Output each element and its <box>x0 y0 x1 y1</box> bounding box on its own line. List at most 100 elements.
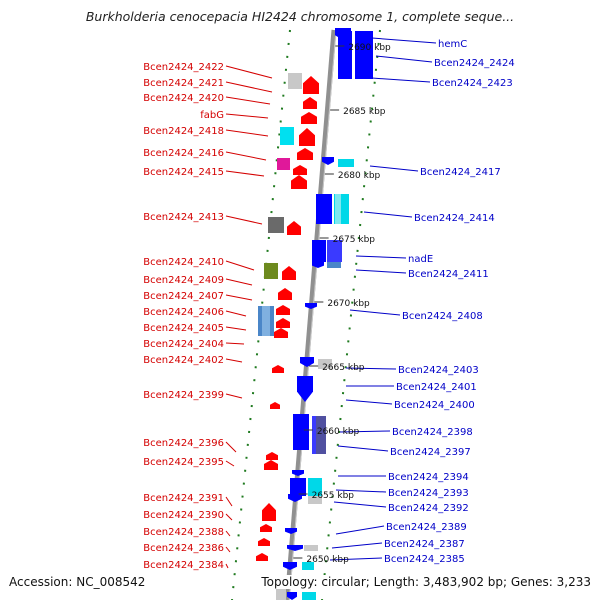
gene-block <box>312 240 326 262</box>
left-gene-label[interactable]: Bcen2424_2391 <box>143 493 224 504</box>
left-gene-label[interactable]: Bcen2424_2407 <box>143 291 224 302</box>
left-gene-label[interactable]: Bcen2424_2409 <box>143 275 224 286</box>
left-gene-label[interactable]: Bcen2424_2420 <box>143 93 224 104</box>
right-gene-label[interactable]: Bcen2424_2424 <box>434 58 515 69</box>
right-gene-label[interactable]: Bcen2424_2417 <box>420 167 501 178</box>
left-gene-label[interactable]: Bcen2424_2404 <box>143 339 224 350</box>
gene-arrow-forward <box>278 288 292 300</box>
left-label-connector <box>225 513 233 521</box>
right-label-connector <box>363 211 413 218</box>
gene-block <box>264 263 278 279</box>
left-label-connector <box>225 326 247 331</box>
left-gene-label[interactable]: Bcen2424_2415 <box>143 167 224 178</box>
right-label-connector <box>355 269 407 274</box>
right-label-connector <box>329 557 383 561</box>
gene-block <box>288 73 302 89</box>
left-label-connector <box>225 460 235 467</box>
left-gene-label[interactable]: Bcen2424_2406 <box>143 307 224 318</box>
right-gene-label[interactable]: nadE <box>408 254 433 265</box>
left-label-connector <box>225 358 243 363</box>
gene-arrow-forward <box>303 97 317 109</box>
gene-arrow-forward <box>266 452 278 460</box>
right-gene-label[interactable]: Bcen2424_2393 <box>388 488 469 499</box>
left-gene-label[interactable]: Bcen2424_2390 <box>143 510 224 521</box>
left-gene-label[interactable]: Bcen2424_2413 <box>143 212 224 223</box>
gene-block <box>338 159 354 167</box>
left-gene-label[interactable]: Bcen2424_2399 <box>143 390 224 401</box>
left-label-connector <box>225 215 263 225</box>
left-label-connector <box>225 81 273 93</box>
gene-arrow-forward <box>274 328 288 338</box>
left-label-connector <box>225 170 265 177</box>
left-label-connector <box>225 342 245 345</box>
right-dotted-guide <box>321 29 381 600</box>
right-gene-label[interactable]: hemC <box>438 39 467 50</box>
backbone-highlight <box>288 29 337 600</box>
right-gene-label[interactable]: Bcen2424_2397 <box>390 447 471 458</box>
gene-block <box>355 31 373 79</box>
gene-arrow-forward <box>272 365 284 373</box>
gene-arrow-reverse <box>287 545 303 551</box>
left-gene-label[interactable]: Bcen2424_2418 <box>143 126 224 137</box>
gene-labels[interactable]: Bcen2424_2422 Bcen2424_2421 Bcen2424_2420f… <box>143 39 515 571</box>
left-gene-label[interactable]: Bcen2424_2421 <box>143 78 224 89</box>
gene-block <box>327 240 342 262</box>
gene-block <box>280 127 294 145</box>
right-gene-label[interactable]: Bcen2424_2394 <box>388 472 469 483</box>
left-label-connector <box>225 260 255 271</box>
right-gene-label[interactable]: Bcen2424_2414 <box>414 213 495 224</box>
right-gene-label[interactable]: Bcen2424_2389 <box>386 522 467 533</box>
left-label-connector <box>225 310 247 317</box>
left-gene-label[interactable]: Bcen2424_2422 <box>143 62 224 73</box>
gene-arrow-forward <box>270 402 280 409</box>
left-gene-label[interactable]: Bcen2424_2410 <box>143 257 224 268</box>
left-gene-label[interactable]: Bcen2424_2405 <box>143 323 224 334</box>
left-gene-label[interactable]: Bcen2424_2395 <box>143 457 224 468</box>
right-gene-label[interactable]: Bcen2424_2387 <box>384 539 465 550</box>
left-gene-label[interactable]: fabG <box>200 110 224 121</box>
right-gene-label[interactable]: Bcen2424_2411 <box>408 269 489 280</box>
gene-arrow-reverse <box>300 357 314 367</box>
left-label-connector <box>225 129 269 137</box>
left-gene-label[interactable]: Bcen2424_2402 <box>143 355 224 366</box>
gene-arrow-forward <box>262 503 276 521</box>
gene-block <box>327 262 341 268</box>
gene-arrow-forward <box>260 524 272 532</box>
gene-block <box>262 306 270 336</box>
gene-block <box>316 194 332 224</box>
gene-arrow-forward <box>301 112 317 124</box>
left-gene-label[interactable]: Bcen2424_2388 <box>143 527 224 538</box>
right-gene-label[interactable]: Bcen2424_2400 <box>394 400 475 411</box>
left-gene-label[interactable]: Bcen2424_2386 <box>143 543 224 554</box>
right-gene-label[interactable]: Bcen2424_2423 <box>432 78 513 89</box>
gene-block <box>302 562 314 570</box>
right-gene-label[interactable]: Bcen2424_2392 <box>388 503 469 514</box>
right-gene-label[interactable]: Bcen2424_2408 <box>402 311 483 322</box>
gene-features <box>256 28 373 600</box>
right-gene-label[interactable]: Bcen2424_2401 <box>396 382 477 393</box>
left-label-connector <box>225 151 267 161</box>
right-gene-label[interactable]: Bcen2424_2385 <box>384 554 465 565</box>
gene-arrow-forward <box>299 128 315 146</box>
right-label-connector <box>345 367 397 370</box>
tick-label: 2655 kbp <box>312 491 355 501</box>
right-gene-label[interactable]: Bcen2424_2403 <box>398 365 479 376</box>
gene-arrow-forward <box>297 148 313 160</box>
right-label-connector <box>333 501 387 508</box>
left-label-connector <box>225 278 253 286</box>
gene-arrow-forward <box>303 76 319 94</box>
label-connectors <box>225 37 437 569</box>
right-gene-label[interactable]: Bcen2424_2398 <box>392 427 473 438</box>
gene-block <box>304 545 318 551</box>
gene-arrow-reverse <box>322 157 334 165</box>
right-label-connector <box>345 399 393 405</box>
tick-label: 2670 kbp <box>327 299 370 309</box>
genome-summary: Topology: circular; Length: 3,483,902 bp… <box>259 575 591 589</box>
left-gene-label[interactable]: Bcen2424_2396 <box>143 438 224 449</box>
gene-arrow-reverse <box>297 376 313 402</box>
left-gene-label[interactable]: Bcen2424_2416 <box>143 148 224 159</box>
gene-block <box>338 31 352 79</box>
gene-arrow-forward <box>293 165 307 175</box>
left-gene-label[interactable]: Bcen2424_2384 <box>143 560 224 571</box>
